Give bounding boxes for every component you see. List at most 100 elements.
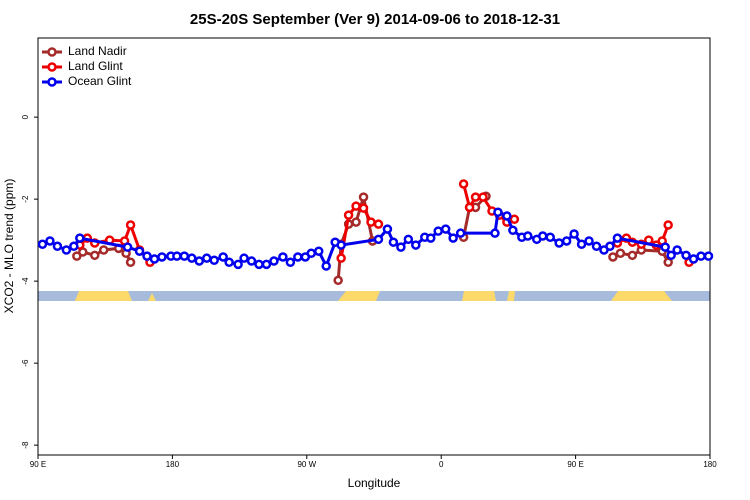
y-tick-label: 0 xyxy=(21,114,30,119)
data-point xyxy=(218,252,228,262)
data-point xyxy=(224,257,234,268)
data-point xyxy=(313,246,324,256)
data-point xyxy=(396,242,406,252)
data-point xyxy=(269,256,279,266)
x-tick-label: 0 xyxy=(439,460,444,469)
data-point xyxy=(627,250,638,261)
data-point xyxy=(61,245,72,255)
data-point xyxy=(358,203,369,213)
data-point xyxy=(411,240,421,250)
land-patch xyxy=(462,291,496,301)
data-point xyxy=(615,248,626,259)
data-point xyxy=(358,192,369,202)
data-point xyxy=(351,201,361,211)
data-point xyxy=(149,254,160,264)
data-point xyxy=(187,253,197,263)
data-point xyxy=(89,250,100,261)
data-point xyxy=(239,253,249,263)
data-point xyxy=(508,225,518,236)
x-tick-label: 90 E xyxy=(567,460,583,469)
data-point xyxy=(343,210,354,220)
data-point xyxy=(490,228,500,238)
data-point xyxy=(246,256,257,266)
data-point xyxy=(545,232,555,243)
data-point xyxy=(134,246,145,256)
data-point xyxy=(584,236,594,246)
land-patch xyxy=(148,293,156,301)
data-point xyxy=(125,220,136,230)
land-patch xyxy=(338,291,380,301)
data-point xyxy=(278,252,288,262)
data-point xyxy=(561,236,572,246)
data-point xyxy=(172,251,182,261)
legend-marker xyxy=(47,47,57,57)
data-point xyxy=(179,251,190,261)
data-point xyxy=(425,233,436,243)
data-point xyxy=(157,252,167,262)
data-point xyxy=(688,254,699,264)
data-point xyxy=(663,220,673,230)
data-point xyxy=(502,211,512,221)
data-point xyxy=(403,234,414,245)
data-point xyxy=(75,233,85,243)
land-patch xyxy=(75,291,132,301)
data-point xyxy=(608,252,618,262)
y-tick-label: -4 xyxy=(21,277,30,285)
data-point xyxy=(666,250,676,261)
data-point xyxy=(72,251,82,261)
data-point xyxy=(233,259,243,270)
x-tick-label: 90 E xyxy=(30,460,46,469)
data-point xyxy=(125,257,136,268)
data-point xyxy=(45,236,55,246)
data-point xyxy=(440,224,451,234)
data-point xyxy=(373,219,384,229)
y-tick-label: -6 xyxy=(21,359,30,367)
chart-title: 25S-20S September (Ver 9) 2014-09-06 to … xyxy=(190,11,560,28)
data-point xyxy=(455,228,466,238)
land-patch xyxy=(611,291,672,301)
data-point xyxy=(201,253,212,263)
data-point xyxy=(464,202,475,213)
data-point xyxy=(523,231,533,241)
land-ocean-strip xyxy=(38,291,710,301)
data-point xyxy=(194,256,205,266)
data-point xyxy=(366,217,376,227)
x-tick-label: 90 W xyxy=(297,460,316,469)
x-axis-label: Longitude xyxy=(348,476,401,490)
series xyxy=(37,207,714,271)
legend-label: Land Glint xyxy=(68,59,123,73)
data-point xyxy=(254,259,264,270)
x-tick-label: 180 xyxy=(166,460,180,469)
data-point xyxy=(336,253,346,263)
land-patch xyxy=(507,291,515,301)
data-point xyxy=(448,233,458,243)
legend-marker xyxy=(47,62,57,72)
data-point xyxy=(433,226,443,236)
data-point xyxy=(98,245,109,255)
y-tick-label: -8 xyxy=(21,441,30,449)
x-tick-label: 180 xyxy=(703,460,717,469)
data-point xyxy=(703,251,714,261)
data-point xyxy=(660,242,670,252)
legend-label: Land Nadir xyxy=(68,44,127,58)
data-point xyxy=(293,252,303,262)
data-point xyxy=(591,241,602,252)
data-point xyxy=(285,257,296,268)
data-point xyxy=(569,229,579,239)
data-point xyxy=(373,234,384,245)
legend-label: Ocean Glint xyxy=(68,74,132,88)
data-point xyxy=(605,241,615,252)
data-point xyxy=(509,214,520,224)
data-point xyxy=(576,239,587,249)
y-tick-label: -2 xyxy=(21,195,30,203)
legend-marker xyxy=(47,77,57,87)
data-point xyxy=(321,261,331,271)
data-point xyxy=(351,217,361,227)
data-point xyxy=(261,259,272,270)
data-point xyxy=(122,242,133,252)
data-point xyxy=(306,248,317,259)
data-point xyxy=(672,245,682,255)
data-point xyxy=(478,192,488,202)
data-point xyxy=(382,224,393,234)
data-point xyxy=(52,241,63,252)
